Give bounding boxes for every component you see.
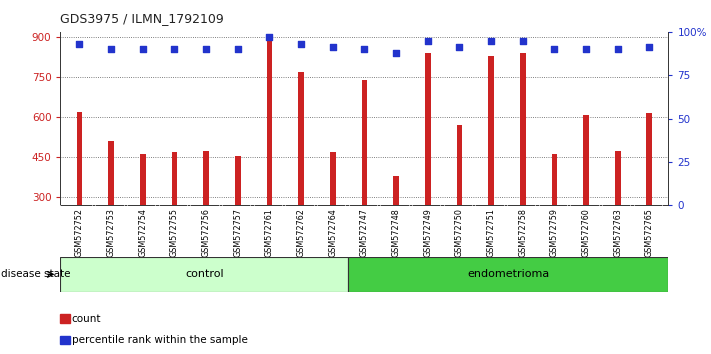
Point xyxy=(486,38,497,44)
Text: endometrioma: endometrioma xyxy=(467,269,550,279)
Point xyxy=(390,50,402,56)
Point xyxy=(74,41,85,47)
Point xyxy=(612,46,624,52)
Bar xyxy=(583,115,589,205)
Point xyxy=(264,34,275,40)
Point xyxy=(549,46,560,52)
Bar xyxy=(646,113,652,205)
Bar xyxy=(552,154,557,205)
Bar xyxy=(77,112,82,205)
Text: percentile rank within the sample: percentile rank within the sample xyxy=(72,335,247,345)
Point xyxy=(169,46,180,52)
Bar xyxy=(456,125,462,205)
Bar xyxy=(235,156,240,205)
Point xyxy=(137,46,149,52)
Bar xyxy=(140,154,146,205)
Text: count: count xyxy=(72,314,101,324)
Point xyxy=(105,46,117,52)
Point xyxy=(454,45,465,50)
Point xyxy=(295,41,306,47)
Bar xyxy=(488,56,494,205)
Text: GDS3975 / ILMN_1792109: GDS3975 / ILMN_1792109 xyxy=(60,12,224,25)
Point xyxy=(358,46,370,52)
Bar xyxy=(361,80,368,205)
Point xyxy=(580,46,592,52)
Bar xyxy=(330,152,336,205)
Text: control: control xyxy=(185,269,224,279)
FancyBboxPatch shape xyxy=(348,257,668,292)
Bar xyxy=(425,53,431,205)
Text: disease state: disease state xyxy=(1,269,71,279)
Bar xyxy=(298,72,304,205)
Bar xyxy=(108,141,114,205)
Point xyxy=(422,38,434,44)
Bar xyxy=(203,152,209,205)
Bar xyxy=(267,37,272,205)
Point xyxy=(327,45,338,50)
Bar xyxy=(615,150,621,205)
Bar xyxy=(393,176,399,205)
Point xyxy=(232,46,243,52)
Bar xyxy=(520,53,525,205)
FancyBboxPatch shape xyxy=(60,257,348,292)
Point xyxy=(643,45,655,50)
Bar xyxy=(171,153,177,205)
Point xyxy=(201,46,212,52)
Point xyxy=(517,38,528,44)
